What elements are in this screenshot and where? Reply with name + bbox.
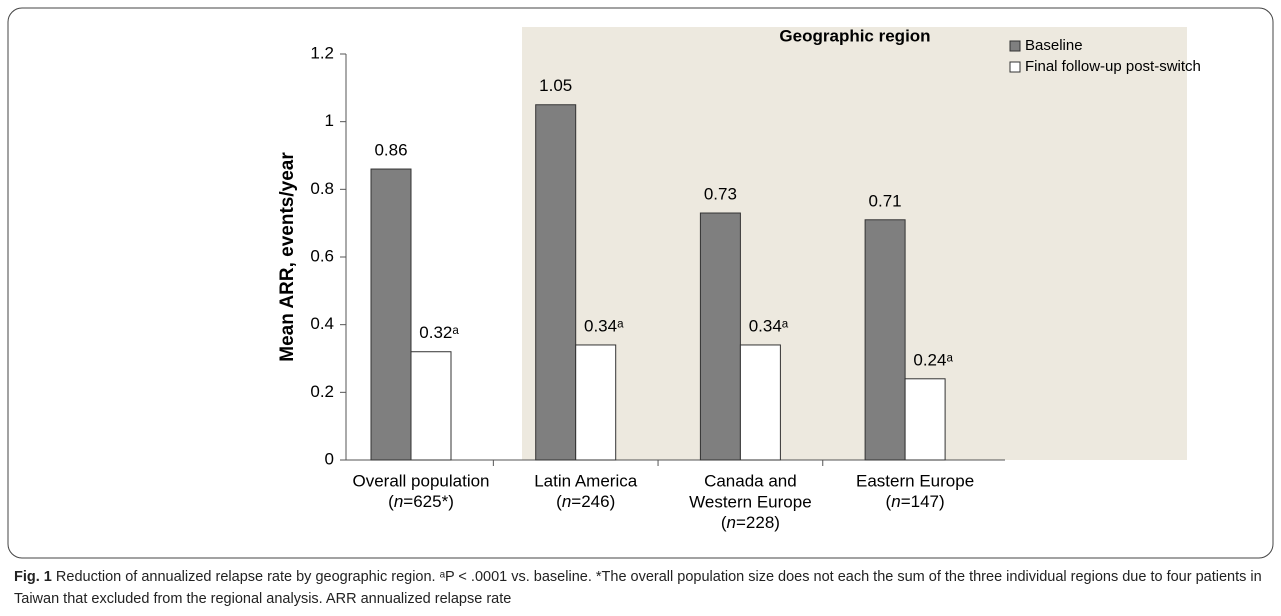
y-tick-label: 1.2 [310, 43, 334, 62]
data-label: 0.73 [704, 185, 737, 204]
data-label: 0.32ᵃ [419, 323, 459, 342]
y-tick-label: 0.6 [310, 246, 334, 265]
x-tick-label: Canada and [704, 471, 797, 490]
x-tick-label: Latin America [534, 471, 638, 490]
bar [904, 378, 946, 461]
frame [7, 7, 1274, 559]
x-tick-label: Overall population [352, 471, 489, 490]
y-tick-label: 0.2 [310, 382, 334, 401]
x-tick-label: (n=147) [886, 492, 945, 511]
bar [864, 219, 906, 461]
bar [370, 168, 412, 461]
bar [699, 212, 741, 461]
legend-swatch [1009, 61, 1021, 73]
bar [575, 344, 617, 461]
data-label: 0.71 [869, 191, 902, 210]
annotation: Geographic region [779, 26, 930, 45]
legend-label: Final follow-up post-switch [1025, 58, 1201, 75]
y-tick-label: 0 [325, 449, 334, 468]
caption-text: Reduction of annualized relapse rate by … [14, 569, 1262, 607]
data-label: 0.86 [374, 141, 407, 160]
data-label: 0.24ᵃ [913, 350, 953, 369]
x-tick-label: (n=625*) [388, 492, 454, 511]
caption-label: Fig. 1 [14, 569, 52, 585]
y-tick-label: 1 [325, 111, 334, 130]
chart: Geographic region Mean ARR, events/year … [7, 7, 1274, 559]
legend-swatch [1009, 40, 1021, 52]
y-tick-label: 0.8 [310, 179, 334, 198]
data-label: 0.34ᵃ [749, 316, 789, 335]
bar [535, 104, 577, 461]
caption: Fig. 1 Reduction of annualized relapse r… [14, 566, 1269, 610]
legend-label: Baseline [1025, 37, 1083, 54]
y-axis-label: Mean ARR, events/year [277, 152, 298, 362]
x-tick-label: Western Europe [689, 492, 812, 511]
data-label: 0.34ᵃ [584, 316, 624, 335]
x-tick-label: (n=246) [556, 492, 615, 511]
y-tick-label: 0.4 [310, 314, 334, 333]
bar [410, 351, 452, 461]
x-tick-label: (n=228) [721, 513, 780, 532]
data-label: 1.05 [539, 76, 572, 95]
x-tick-label: Eastern Europe [856, 471, 974, 490]
region-shade [522, 27, 1187, 460]
bar [739, 344, 781, 461]
